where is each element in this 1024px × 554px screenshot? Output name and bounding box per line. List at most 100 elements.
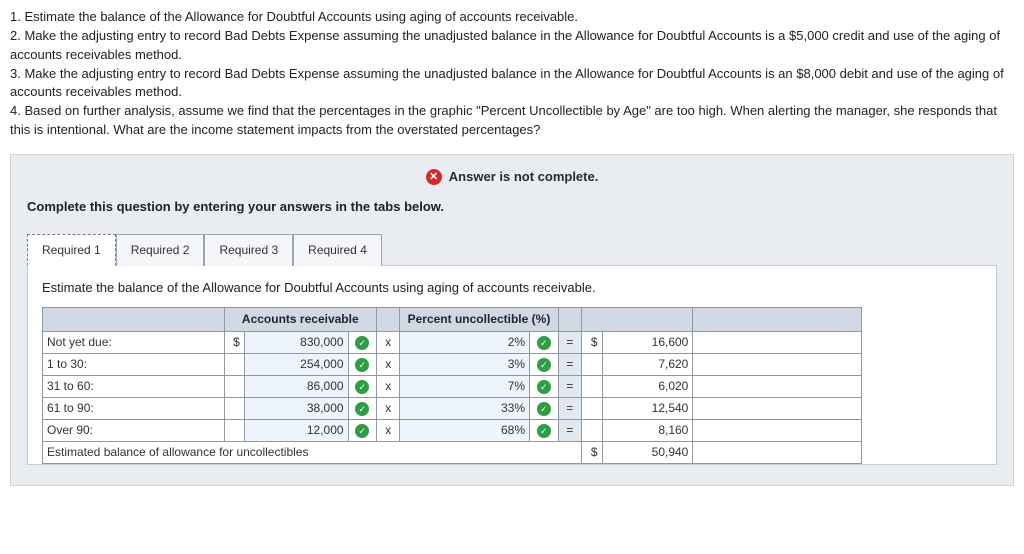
currency-symbol (224, 375, 244, 397)
currency-symbol: $ (224, 331, 244, 353)
row-label: Over 90: (43, 419, 225, 441)
currency-symbol (224, 353, 244, 375)
status-banner: ✕ Answer is not complete. (27, 169, 997, 186)
table-row: Over 90: 12,000 ✓ x 68% ✓ = 8,160 (43, 419, 862, 441)
tab-content: Estimate the balance of the Allowance fo… (27, 265, 997, 464)
times-op: x (377, 419, 400, 441)
result-value: 8,160 (602, 419, 693, 441)
aging-table-body: Not yet due: $ 830,000 ✓ x 2% ✓ = $ 16,6… (43, 331, 862, 463)
tail-cell (693, 441, 862, 463)
percent-check: ✓ (530, 353, 559, 375)
times-op: x (377, 353, 400, 375)
check-icon: ✓ (537, 336, 551, 350)
result-currency (581, 375, 602, 397)
tab-strip: Required 1 Required 2 Required 3 Require… (27, 234, 997, 266)
result-value: 7,620 (602, 353, 693, 375)
table-row: 31 to 60: 86,000 ✓ x 7% ✓ = 6,020 (43, 375, 862, 397)
answer-panel: ✕ Answer is not complete. Complete this … (10, 154, 1014, 486)
percent-check: ✓ (530, 419, 559, 441)
question-3: 3. Make the adjusting entry to record Ba… (10, 65, 1014, 103)
result-currency: $ (581, 331, 602, 353)
amount-check: ✓ (348, 397, 377, 419)
check-icon: ✓ (355, 380, 369, 394)
header-percent: Percent uncollectible (%) (400, 308, 558, 331)
result-currency (581, 353, 602, 375)
table-row: Not yet due: $ 830,000 ✓ x 2% ✓ = $ 16,6… (43, 331, 862, 353)
tail-cell (693, 375, 862, 397)
percent-check: ✓ (530, 375, 559, 397)
error-icon: ✕ (426, 169, 442, 185)
tab-required-1[interactable]: Required 1 (27, 234, 116, 266)
row-label: 61 to 90: (43, 397, 225, 419)
header-accounts: Accounts receivable (224, 308, 377, 331)
result-value: 16,600 (602, 331, 693, 353)
amount-input[interactable]: 830,000 (244, 331, 348, 353)
equals-op: = (558, 375, 581, 397)
total-value: 50,940 (602, 441, 693, 463)
instruction-text: Complete this question by entering your … (27, 199, 997, 214)
check-icon: ✓ (537, 358, 551, 372)
header-result (581, 308, 692, 331)
tail-cell (693, 419, 862, 441)
amount-input[interactable]: 12,000 (244, 419, 348, 441)
amount-input[interactable]: 254,000 (244, 353, 348, 375)
result-value: 12,540 (602, 397, 693, 419)
row-label: Not yet due: (43, 331, 225, 353)
amount-input[interactable]: 38,000 (244, 397, 348, 419)
total-currency: $ (581, 441, 602, 463)
check-icon: ✓ (355, 424, 369, 438)
tab-required-3[interactable]: Required 3 (204, 234, 293, 266)
header-op (377, 308, 400, 331)
amount-check: ✓ (348, 375, 377, 397)
question-list: 1. Estimate the balance of the Allowance… (0, 0, 1024, 154)
result-value: 6,020 (602, 375, 693, 397)
percent-input[interactable]: 33% (400, 397, 530, 419)
result-currency (581, 397, 602, 419)
times-op: x (377, 397, 400, 419)
equals-op: = (558, 331, 581, 353)
result-currency (581, 419, 602, 441)
question-1: 1. Estimate the balance of the Allowance… (10, 8, 1014, 27)
check-icon: ✓ (355, 358, 369, 372)
currency-symbol (224, 397, 244, 419)
tab-prompt: Estimate the balance of the Allowance fo… (42, 280, 982, 295)
row-label: 1 to 30: (43, 353, 225, 375)
tab-required-2[interactable]: Required 2 (116, 234, 205, 266)
check-icon: ✓ (537, 424, 551, 438)
percent-check: ✓ (530, 331, 559, 353)
total-label: Estimated balance of allowance for uncol… (43, 441, 582, 463)
percent-input[interactable]: 7% (400, 375, 530, 397)
times-op: x (377, 375, 400, 397)
table-row: 1 to 30: 254,000 ✓ x 3% ✓ = 7,620 (43, 353, 862, 375)
percent-input[interactable]: 2% (400, 331, 530, 353)
check-icon: ✓ (537, 402, 551, 416)
row-label: 31 to 60: (43, 375, 225, 397)
equals-op: = (558, 397, 581, 419)
percent-input[interactable]: 3% (400, 353, 530, 375)
equals-op: = (558, 353, 581, 375)
tail-cell (693, 397, 862, 419)
question-2: 2. Make the adjusting entry to record Ba… (10, 27, 1014, 65)
check-icon: ✓ (355, 402, 369, 416)
check-icon: ✓ (355, 336, 369, 350)
tail-cell (693, 353, 862, 375)
percent-input[interactable]: 68% (400, 419, 530, 441)
amount-input[interactable]: 86,000 (244, 375, 348, 397)
total-row: Estimated balance of allowance for uncol… (43, 441, 862, 463)
check-icon: ✓ (537, 380, 551, 394)
table-row: 61 to 90: 38,000 ✓ x 33% ✓ = 12,540 (43, 397, 862, 419)
header-eq (558, 308, 581, 331)
status-text: Answer is not complete. (449, 169, 599, 184)
amount-check: ✓ (348, 331, 377, 353)
currency-symbol (224, 419, 244, 441)
question-4: 4. Based on further analysis, assume we … (10, 102, 1014, 140)
tail-cell (693, 331, 862, 353)
amount-check: ✓ (348, 353, 377, 375)
header-tail (693, 308, 862, 331)
tab-required-4[interactable]: Required 4 (293, 234, 382, 266)
equals-op: = (558, 419, 581, 441)
header-blank (43, 308, 225, 331)
aging-table: Accounts receivable Percent uncollectibl… (42, 307, 862, 463)
amount-check: ✓ (348, 419, 377, 441)
times-op: x (377, 331, 400, 353)
